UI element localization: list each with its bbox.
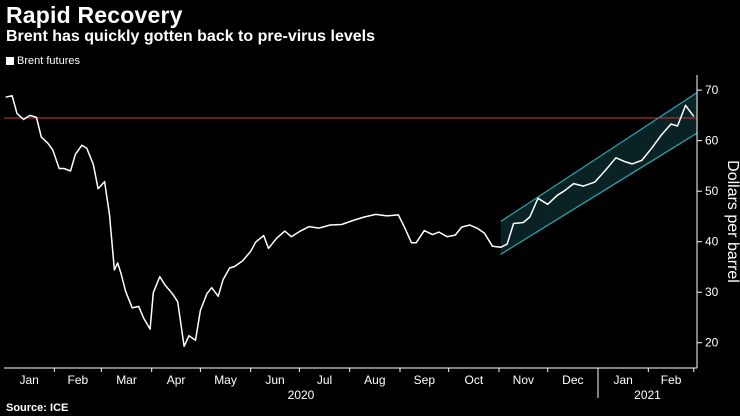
x-tick-label: Dec bbox=[562, 373, 583, 387]
x-tick-label: Jan bbox=[19, 373, 38, 387]
x-tick-label: May bbox=[214, 373, 237, 387]
legend-label: Brent futures bbox=[17, 55, 80, 67]
x-tick-label: Apr bbox=[167, 373, 186, 387]
x-tick-label: Mar bbox=[116, 373, 137, 387]
series-line-brent bbox=[5, 94, 695, 348]
x-tick-label: Oct bbox=[465, 373, 484, 387]
x-tick-label: Jun bbox=[265, 373, 284, 387]
x-tick-label: Aug bbox=[364, 373, 385, 387]
x-tick-label: Sep bbox=[414, 373, 436, 387]
y-tick-label: 70 bbox=[705, 83, 719, 97]
channel-lower-line bbox=[500, 132, 698, 255]
y-tick-label: 20 bbox=[705, 336, 719, 350]
y-tick-label: 40 bbox=[705, 235, 719, 249]
year-label-2021: 2021 bbox=[634, 388, 661, 400]
source-note: Source: ICE bbox=[6, 402, 69, 414]
chart-title: Rapid Recovery bbox=[6, 2, 183, 28]
channel-upper-line bbox=[500, 92, 698, 223]
x-tick-label: Jan bbox=[613, 373, 632, 387]
legend: Brent futures bbox=[6, 55, 80, 67]
x-tick-label: Jul bbox=[317, 373, 332, 387]
year-label-2020: 2020 bbox=[288, 388, 315, 400]
line-chart: 20 30 40 50 60 70 Dollars per barrel Jan Feb Mar A… bbox=[4, 75, 740, 400]
y-tick-label: 30 bbox=[705, 285, 719, 299]
y-tick-label: 50 bbox=[705, 184, 719, 198]
x-tick-label: Nov bbox=[513, 373, 534, 387]
y-axis-label: Dollars per barrel bbox=[724, 160, 740, 283]
chart-subtitle: Brent has quickly gotten back to pre-vir… bbox=[6, 28, 375, 45]
x-tick-label: Feb bbox=[68, 373, 89, 387]
y-tick-label: 60 bbox=[705, 134, 719, 148]
legend-swatch bbox=[6, 57, 14, 65]
x-tick-label: Feb bbox=[661, 373, 682, 387]
channel-band bbox=[500, 92, 697, 255]
